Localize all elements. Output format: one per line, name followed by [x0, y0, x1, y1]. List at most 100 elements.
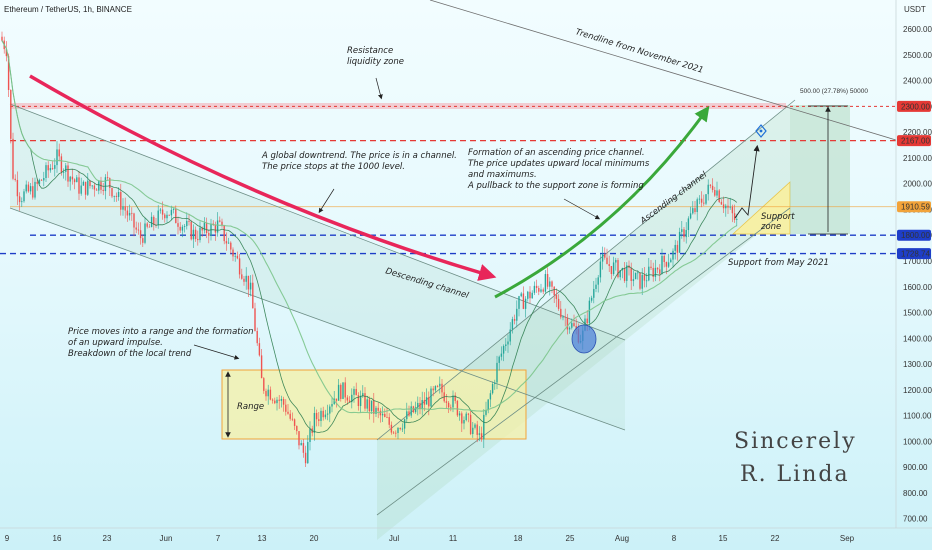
candle [617, 258, 619, 279]
x-tick-label: Jun [160, 534, 173, 543]
candle [139, 222, 142, 245]
candle-body [379, 410, 382, 416]
candle-body [432, 388, 434, 391]
candle-body [247, 275, 250, 290]
candle [21, 197, 23, 208]
candle [274, 397, 276, 405]
annotation-range-note-line: Price moves into a range and the formati… [68, 327, 254, 337]
candle [494, 379, 496, 390]
candle-body [298, 431, 300, 446]
candle [703, 194, 705, 206]
candle [159, 207, 162, 214]
y-tick-label: 1100.00 [903, 412, 932, 421]
candle [564, 308, 566, 327]
candle-body [472, 427, 474, 435]
y-tick-label: 2600.00 [903, 25, 932, 34]
signature-line-1: Sincerely [734, 429, 857, 454]
candle [144, 217, 146, 245]
candle-body [546, 274, 549, 287]
candle [131, 207, 133, 221]
candle [661, 248, 663, 275]
x-tick-label: 15 [719, 534, 728, 543]
candle [639, 272, 641, 291]
candle-body [551, 281, 553, 287]
candle-body [265, 390, 267, 397]
candle-body [172, 208, 175, 210]
candle-body [80, 185, 82, 194]
candle-body [236, 255, 239, 259]
candle [595, 277, 597, 293]
candle-body [18, 196, 21, 203]
candle [524, 296, 527, 318]
candle [280, 395, 283, 408]
candle-body [555, 295, 558, 299]
candle [168, 214, 170, 216]
candle [219, 216, 221, 223]
candle [62, 168, 65, 179]
candle [76, 174, 78, 183]
candle [711, 178, 714, 193]
candle [683, 227, 685, 242]
candle-body [670, 259, 672, 263]
candle-body [399, 427, 401, 430]
candle-body [672, 250, 674, 260]
candle-body [54, 165, 56, 169]
x-tick-label: Jul [389, 534, 399, 543]
candle [498, 355, 500, 371]
candle [612, 256, 615, 276]
candle-body [230, 242, 232, 250]
candle [106, 171, 109, 181]
candle [458, 410, 461, 421]
candle [388, 413, 390, 429]
candle [43, 171, 45, 187]
candle-body [274, 400, 276, 404]
candle [357, 392, 360, 411]
candle-body [689, 213, 692, 219]
candle [223, 224, 225, 245]
candle [243, 276, 245, 286]
candle [241, 268, 243, 280]
candle [271, 398, 274, 404]
candle [522, 286, 525, 310]
candle-body [36, 181, 38, 184]
candle-body [423, 399, 426, 405]
candle [291, 412, 294, 422]
candle-body [643, 274, 646, 281]
candle-body [300, 443, 302, 446]
candle-body [124, 206, 126, 211]
candle-body [568, 327, 571, 330]
candle [199, 221, 201, 243]
price-label-tag [897, 201, 931, 213]
candle-body [410, 406, 412, 416]
candle-body [318, 419, 320, 422]
candle-body [78, 177, 80, 194]
candle [69, 175, 71, 191]
candle-body [430, 388, 432, 407]
candle-body [170, 209, 173, 216]
candle [687, 216, 690, 237]
candle-body [337, 384, 340, 401]
candle-body [641, 274, 643, 289]
candle [544, 270, 547, 294]
annotation-ascending-formation: Formation of an ascending price channel.… [467, 148, 650, 191]
candle-body [516, 308, 518, 321]
candle-body [483, 414, 485, 440]
candle-body [326, 413, 329, 415]
candle [623, 261, 626, 283]
candle-body [505, 344, 507, 347]
price-label-tag [897, 100, 931, 112]
candle [601, 246, 604, 270]
candle [368, 396, 371, 420]
candle [269, 386, 272, 401]
downtrend-arrow [29, 74, 497, 281]
candle-body [146, 223, 148, 227]
candle [571, 318, 573, 330]
y-tick-label: 700.00 [903, 515, 928, 524]
candle-body [5, 49, 8, 57]
candle [324, 409, 327, 420]
candle-body [553, 286, 555, 296]
candle [529, 286, 531, 304]
candle-body [245, 275, 247, 282]
candle [177, 216, 179, 235]
